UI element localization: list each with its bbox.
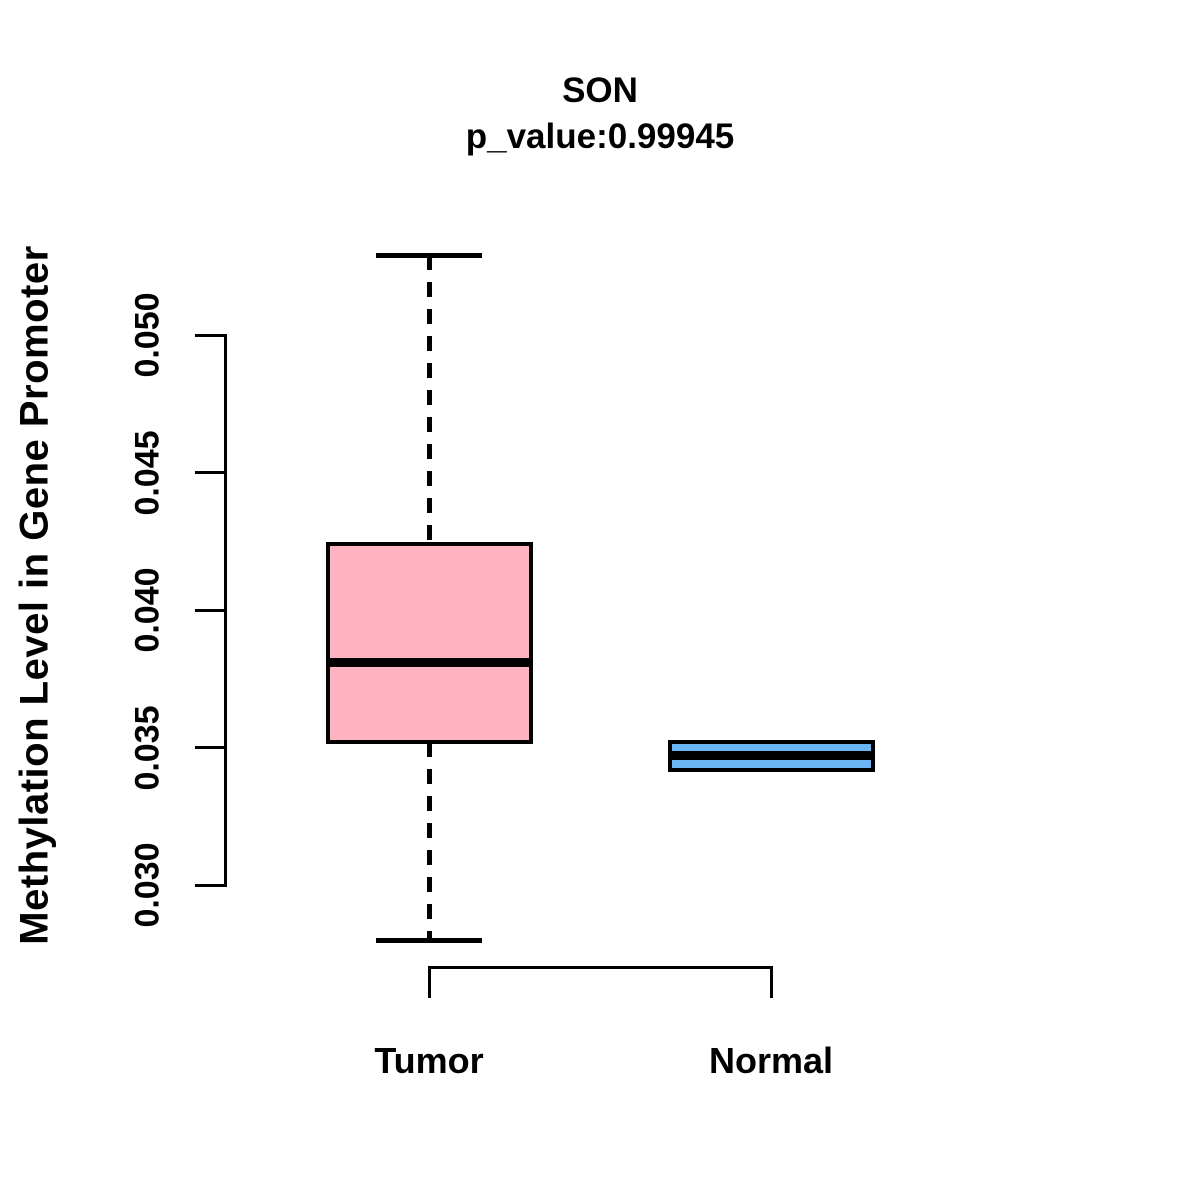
y-axis-tick-label: 0.050 <box>128 292 167 378</box>
y-axis-tick-label: 0.030 <box>128 842 167 928</box>
tumor-box <box>325 542 533 744</box>
y-axis-tick-label: 0.040 <box>128 567 167 653</box>
normal-median-line <box>667 751 875 761</box>
y-axis-tick-label: 0.045 <box>128 429 167 516</box>
tumor-upper-whisker-cap <box>376 252 482 258</box>
x-axis-line <box>429 966 771 969</box>
y-axis-tick <box>195 333 224 337</box>
tumor-median-line <box>325 657 533 667</box>
x-label-normal: Normal <box>708 1040 834 1081</box>
y-axis-tick <box>195 883 224 887</box>
tumor-lower-whisker-line <box>426 742 432 940</box>
chart-title: SON <box>562 71 638 110</box>
x-axis-tick-normal <box>769 966 773 998</box>
chart-subtitle-pvalue: p_value:0.99945 <box>465 117 735 156</box>
y-axis-tick <box>195 746 224 749</box>
y-axis-tick <box>195 471 224 474</box>
y-axis-tick-label: 0.035 <box>128 704 167 791</box>
y-axis-label: Methylation Level in Gene Promoter <box>12 245 57 945</box>
x-axis-tick-tumor <box>427 966 431 998</box>
tumor-lower-whisker-cap <box>376 937 482 943</box>
y-axis-line <box>224 333 227 887</box>
x-label-tumor: Tumor <box>374 1040 484 1081</box>
y-axis-tick <box>195 608 224 612</box>
tumor-upper-whisker-line <box>426 255 432 544</box>
